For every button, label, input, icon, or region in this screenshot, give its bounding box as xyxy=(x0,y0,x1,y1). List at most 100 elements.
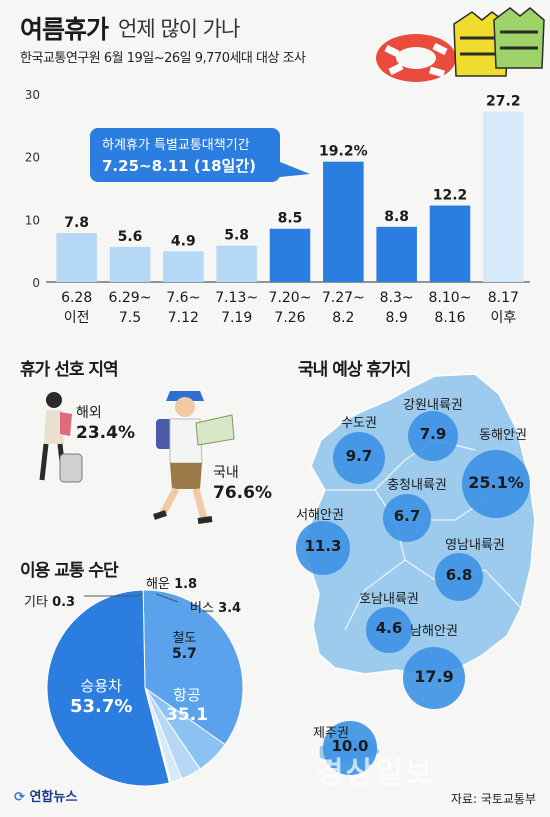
bus-value: 3.4 xyxy=(218,601,242,616)
pref-section-title: 휴가 선호 지역 xyxy=(20,360,119,380)
leader-line xyxy=(155,593,179,603)
car-label: 승용차 xyxy=(80,677,122,695)
etc-value: 0.3 xyxy=(52,595,76,610)
callout-pointer xyxy=(270,158,310,178)
category-label: 7.27~ xyxy=(322,290,365,306)
destination-value: 10.0 xyxy=(331,737,369,755)
traveler-with-map-icon xyxy=(153,391,235,524)
category-label: 8.9 xyxy=(386,310,408,326)
destination-value: 6.8 xyxy=(445,566,473,584)
bar-value-label: 27.2 xyxy=(486,94,521,110)
callout-line1: 하계휴가 특별교통대책기간 xyxy=(102,138,250,153)
destination-value: 9.7 xyxy=(345,447,373,465)
life-ring-and-vests-illustration xyxy=(376,7,545,82)
y-tick-label: 20 xyxy=(25,151,40,165)
air-label-group: 항공 35.1 xyxy=(166,684,208,725)
bar xyxy=(56,233,97,282)
category-label: 7.5 xyxy=(119,310,141,326)
destination-bubble xyxy=(462,450,530,518)
transport-section-title: 이용 교통 수단 xyxy=(20,561,119,581)
destination-value: 4.6 xyxy=(375,619,403,637)
category-label: 6.28 xyxy=(61,290,92,306)
etc-label: 기타 xyxy=(24,595,48,610)
destination-bubble xyxy=(434,552,484,602)
logo-mark-icon: ⟳ xyxy=(14,790,25,805)
ship-label: 해운 xyxy=(146,577,170,592)
car-label-group: 승용차 53.7% xyxy=(70,675,132,717)
destination-value: 6.7 xyxy=(393,507,421,525)
leader-line xyxy=(84,593,143,597)
category-label: 7.20~ xyxy=(269,290,312,306)
destination-label: 강원내륙권 xyxy=(403,398,463,413)
bar-value-label: 7.8 xyxy=(64,215,89,231)
air-value: 35.1 xyxy=(166,705,208,725)
category-label: 7.26 xyxy=(274,310,305,326)
destination-value: 7.9 xyxy=(419,425,447,443)
destination-bubble xyxy=(366,607,412,653)
pie-slice xyxy=(46,589,170,787)
page-title: 여름휴가 xyxy=(20,15,109,44)
destination-bubble xyxy=(403,647,465,709)
category-label: 7.12 xyxy=(168,310,199,326)
bar xyxy=(163,251,204,282)
air-label: 항공 xyxy=(173,686,201,704)
traveler-with-suitcase-icon xyxy=(39,392,83,483)
dest-section-title: 국내 예상 휴가지 xyxy=(298,360,411,380)
category-label: 7.6~ xyxy=(166,290,200,306)
pie-slice xyxy=(142,589,244,746)
rail-label-group: 철도 5.7 xyxy=(172,627,197,662)
destination-bubble xyxy=(323,721,377,775)
bus-label-group: 버스 3.4 xyxy=(190,597,241,616)
destination-label: 서해안권 xyxy=(296,508,344,523)
category-label: 7.13~ xyxy=(215,290,258,306)
bar-value-label: 5.8 xyxy=(224,228,249,244)
subtitle: 한국교통연구원 6월 19일~26일 9,770세대 대상 조사 xyxy=(20,51,306,66)
bar-value-label: 5.6 xyxy=(118,229,143,245)
bar xyxy=(216,245,257,282)
category-label: 8.17 xyxy=(488,290,519,306)
bar xyxy=(429,205,471,282)
y-tick-label: 10 xyxy=(25,213,40,227)
page-title-sub: 언제 많이 가나 xyxy=(118,17,240,41)
callout-line2: 7.25~8.11 (18일간) xyxy=(102,157,256,175)
y-tick-label: 0 xyxy=(32,276,40,290)
destination-label: 수도권 xyxy=(341,416,377,431)
category-label: 이후 xyxy=(490,310,516,326)
destination-value: 25.1% xyxy=(468,473,524,492)
destination-label: 남해안권 xyxy=(410,624,458,639)
domestic-value: 76.6% xyxy=(213,483,272,503)
category-label: 8.16 xyxy=(434,310,465,326)
destination-label: 동해안권 xyxy=(479,428,527,443)
watermark-logo: 경상일보 xyxy=(316,756,435,791)
bar-value-label: 8.8 xyxy=(384,209,409,225)
ship-value: 1.8 xyxy=(174,577,198,592)
bar xyxy=(483,111,524,283)
destination-bubble xyxy=(295,520,351,576)
category-label: 8.3~ xyxy=(380,290,414,306)
destination-label: 충청내륙권 xyxy=(387,478,447,493)
bar-value-label: 12.2 xyxy=(433,188,468,204)
region-border-lines xyxy=(325,439,522,631)
destination-bubble xyxy=(332,431,386,485)
category-label: 이전 xyxy=(64,310,90,326)
destination-label: 호남내륙권 xyxy=(359,592,419,607)
bar xyxy=(323,161,364,282)
category-label: 6.29~ xyxy=(109,290,152,306)
bar xyxy=(269,228,311,282)
bar-value-label: 8.5 xyxy=(278,211,303,227)
domestic-label: 국내 xyxy=(213,465,239,481)
overseas-value: 23.4% xyxy=(76,423,135,443)
bar-chart: 0 10 20 30 7.8 6.28 이전 5.6 6.29~ 7.5 4.9 7.6~ 7.12 5.… xyxy=(25,88,530,326)
category-label: 8.10~ xyxy=(429,290,472,306)
life-vest-icon xyxy=(453,7,545,77)
yonhap-news-logo: ⟳ 연합뉴스 xyxy=(14,786,77,805)
y-tick-label: 30 xyxy=(25,88,40,102)
destination-value: 17.9 xyxy=(414,667,454,686)
rail-label: 철도 xyxy=(172,631,197,646)
special-period-callout: 하계휴가 특별교통대책기간 7.25~8.11 (18일간) xyxy=(90,128,280,182)
category-label: 7.19 xyxy=(221,310,252,326)
source-note: 자료: 국토교통부 xyxy=(450,792,536,806)
transport-pie-chart xyxy=(46,589,244,787)
category-label: 8.2 xyxy=(332,310,354,326)
bus-label: 버스 xyxy=(190,601,214,616)
